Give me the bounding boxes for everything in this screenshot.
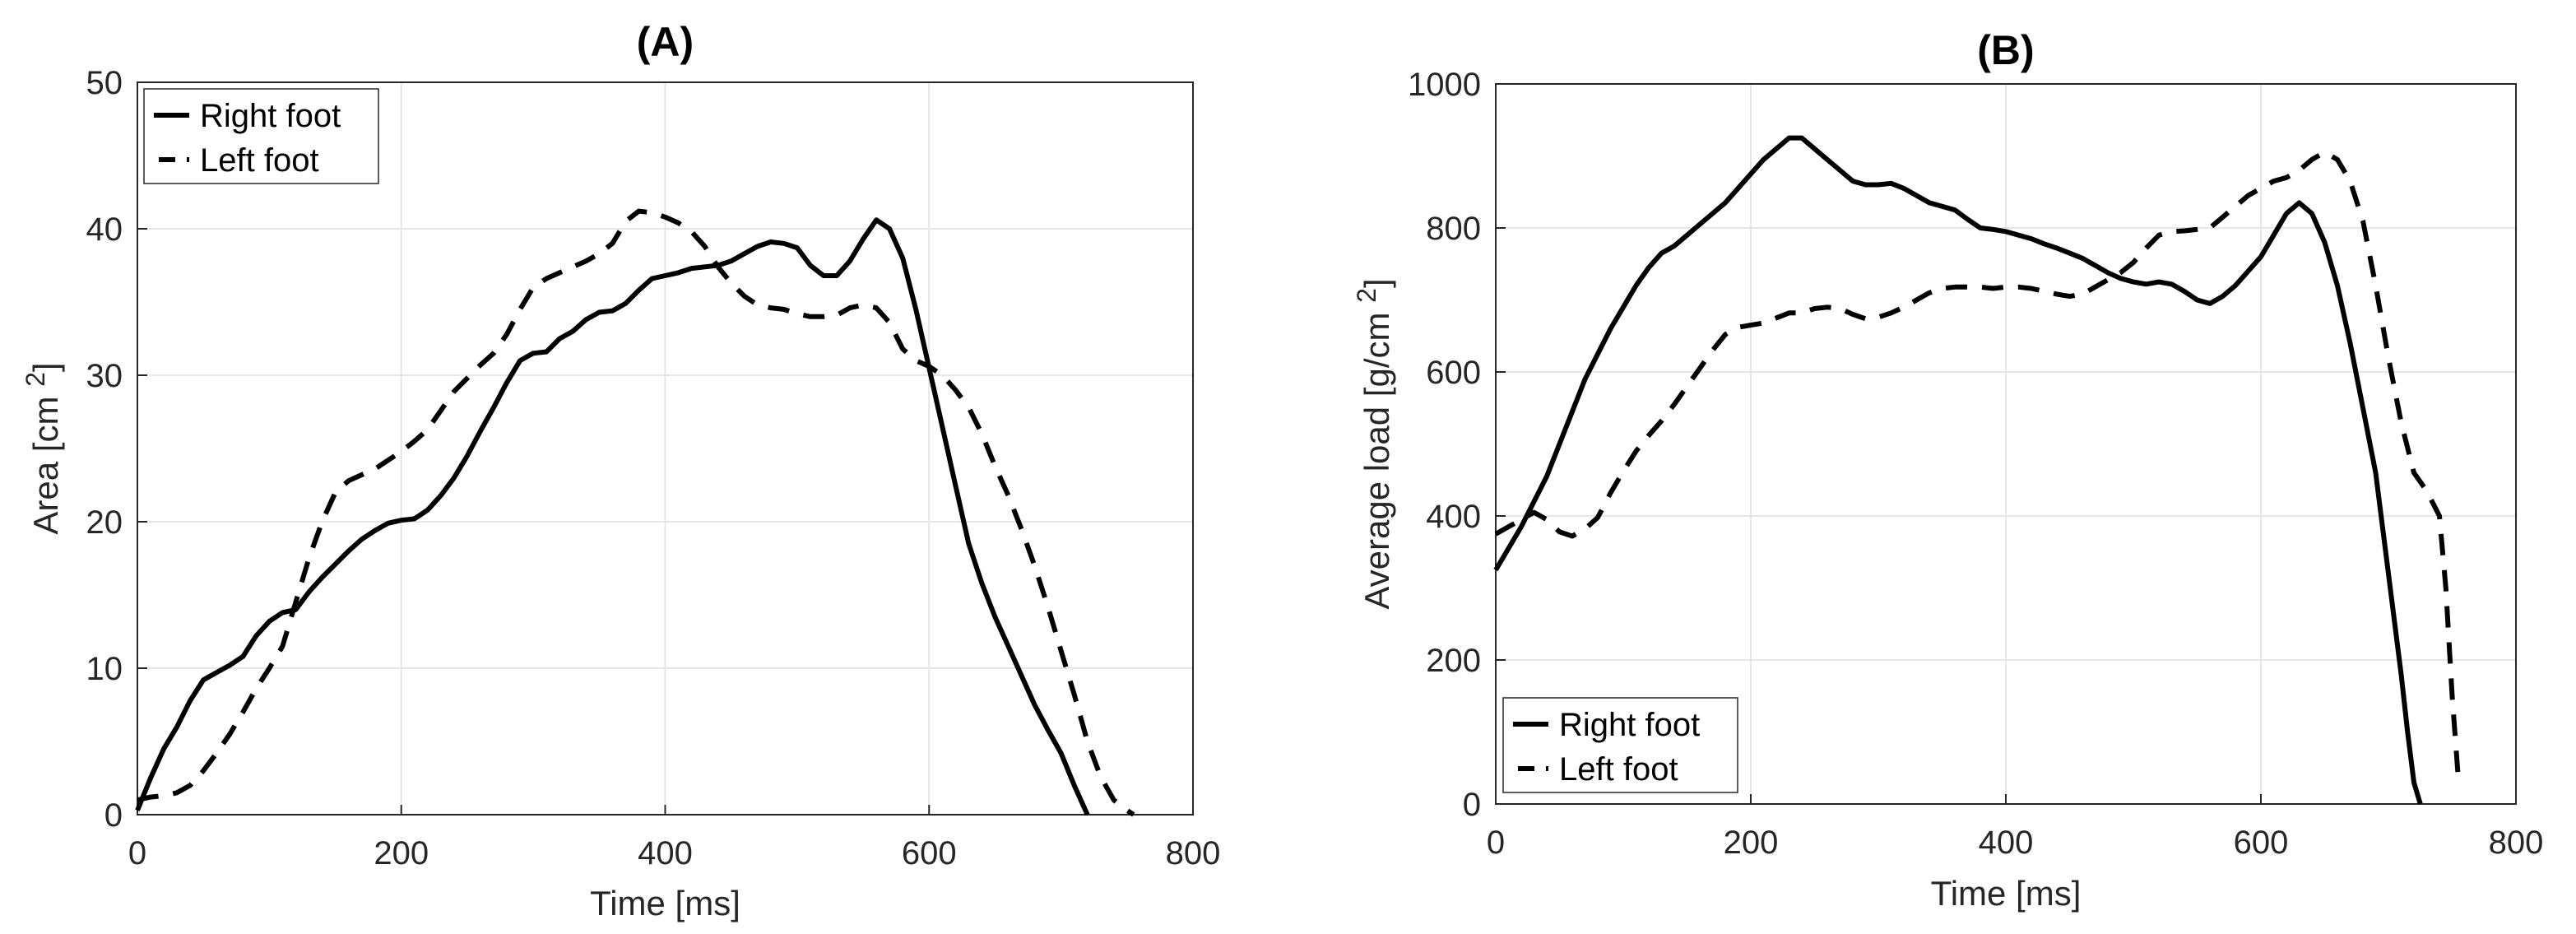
panel-a-y-tick-label: 40	[86, 211, 123, 248]
panel-a-x-tick-label: 0	[128, 835, 146, 871]
panel-a-left-foot-line	[137, 208, 1135, 817]
panel-a-legend-left-foot-label: Left foot	[200, 142, 319, 179]
panel-b-x-tick-label: 600	[2234, 825, 2289, 861]
panel-a-y-axis-label-superscript: 2	[21, 372, 50, 387]
panel-a-x-tick-label: 800	[1166, 835, 1221, 871]
panel-b-chart: 0 200 400 600 800 0 200 400 600 800 1000 (B) Time [m…	[1352, 27, 2543, 913]
panel-b-y-axis-label-main: Average load [g/cm	[1358, 303, 1396, 610]
panel-b-y-tick-label: 200	[1426, 643, 1481, 679]
panel-b-y-axis-label-superscript: 2	[1352, 288, 1381, 303]
panel-b-x-axis-label: Time [ms]	[1931, 874, 2082, 913]
panel-a-x-tick-label: 200	[374, 835, 429, 871]
panel-a-legend: Right foot Left foot	[143, 88, 379, 184]
panel-a-chart: 0 200 400 600 800 0 10 20 30 40 50 (A) Time [ms] Area…	[21, 19, 1220, 922]
panel-a-y-tick-label: 20	[86, 504, 123, 541]
panel-a-right-foot-line	[135, 217, 1090, 816]
panel-b-y-axis-label-suffix: ]	[1358, 278, 1396, 288]
panel-a-x-tick-label: 600	[902, 835, 957, 871]
panel-a-y-tick-label: 30	[86, 358, 123, 394]
panel-a-y-axis-label: Area [cm 2]	[21, 362, 65, 534]
panel-b-title: (B)	[1977, 27, 2034, 73]
panel-a-y-tick-label: 10	[86, 651, 123, 687]
panel-b-legend-box	[1502, 697, 1738, 793]
panel-b-y-tick-label: 600	[1426, 355, 1481, 391]
panel-a-y-tick-label: 50	[86, 65, 123, 101]
panel-b-x-tick-label: 200	[1724, 825, 1779, 861]
panel-a-y-axis-label-main: Area [cm	[26, 387, 65, 535]
panel-b-y-axis-label: Average load [g/cm 2]	[1352, 278, 1396, 609]
panel-b-y-tick-label: 1000	[1408, 67, 1481, 103]
panel-b-legend: Right foot Left foot	[1502, 697, 1738, 793]
panel-a-legend-box	[143, 88, 379, 184]
panel-b-right-foot-line	[1493, 135, 2423, 805]
panel-b-left-foot-line	[1494, 150, 2462, 783]
panel-a-x-axis-label: Time [ms]	[590, 884, 740, 922]
panel-a-x-tick-label: 400	[638, 835, 693, 871]
panel-b-y-tick-label: 400	[1426, 499, 1481, 535]
panel-b-x-tick-label: 800	[2489, 825, 2544, 861]
panel-b-legend-left-foot-label: Left foot	[1559, 751, 1678, 788]
panel-b-x-tick-label: 400	[1979, 825, 2034, 861]
panel-b-y-tick-label: 0	[1463, 787, 1481, 823]
panel-a-legend-right-foot-label: Right foot	[200, 98, 341, 134]
panel-a-title: (A)	[637, 19, 694, 65]
panel-b-x-tick-label: 0	[1487, 825, 1505, 861]
panel-a-y-tick-label: 0	[104, 797, 123, 834]
panel-b-legend-right-foot-label: Right foot	[1559, 707, 1700, 743]
panel-a-y-axis-label-suffix: ]	[26, 362, 65, 372]
panel-b-y-tick-label: 800	[1426, 211, 1481, 247]
